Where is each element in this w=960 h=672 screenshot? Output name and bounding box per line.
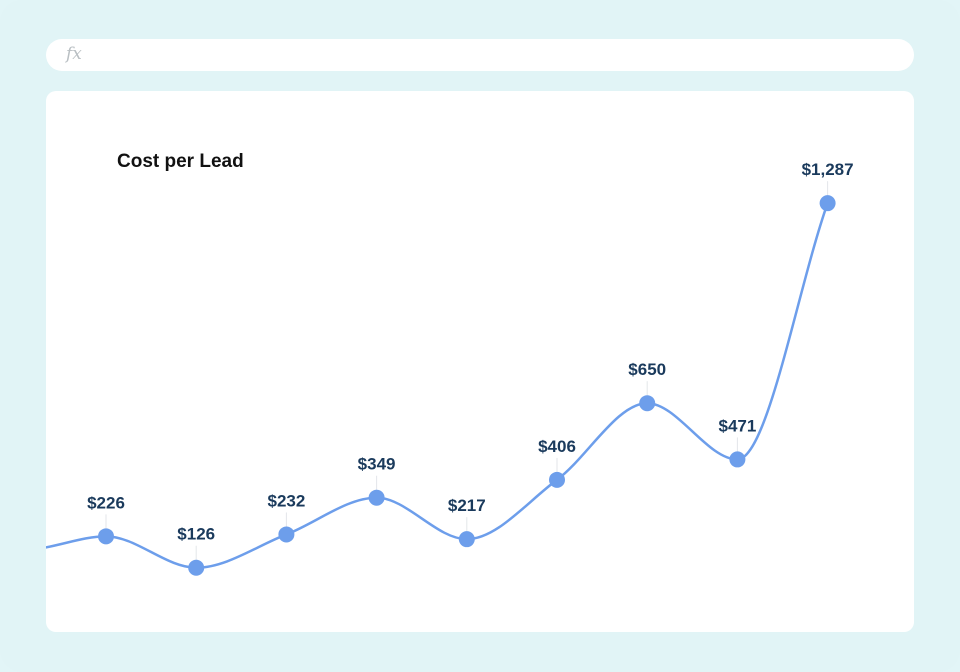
data-label: $232 <box>267 491 305 510</box>
line-chart: $226 $126 $232 $349 $217 $406 $650 $471 $1,287 <box>46 160 854 576</box>
formula-bar[interactable]: fx <box>46 39 914 71</box>
data-point[interactable] <box>819 195 836 212</box>
data-point[interactable] <box>278 526 295 543</box>
data-label: $349 <box>358 455 396 474</box>
chart-card: Cost per Lead $226 $126 $232 $349 $217 $406 $6… <box>46 91 914 632</box>
chart-title: Cost per Lead <box>117 151 244 172</box>
data-point[interactable] <box>729 451 746 468</box>
data-point[interactable] <box>188 559 205 576</box>
fx-icon: fx <box>66 44 82 64</box>
data-label: $406 <box>538 437 576 456</box>
data-label: $126 <box>177 525 215 544</box>
data-point[interactable] <box>549 471 565 488</box>
data-label: $1,287 <box>802 160 854 179</box>
data-label: $650 <box>628 360 666 379</box>
data-point[interactable] <box>98 528 114 545</box>
data-label: $217 <box>448 496 486 515</box>
data-label: $471 <box>718 416 756 435</box>
series-line <box>46 201 829 569</box>
data-point[interactable] <box>368 489 385 506</box>
data-point[interactable] <box>458 531 475 548</box>
data-label: $226 <box>87 493 125 512</box>
data-point[interactable] <box>639 395 656 412</box>
